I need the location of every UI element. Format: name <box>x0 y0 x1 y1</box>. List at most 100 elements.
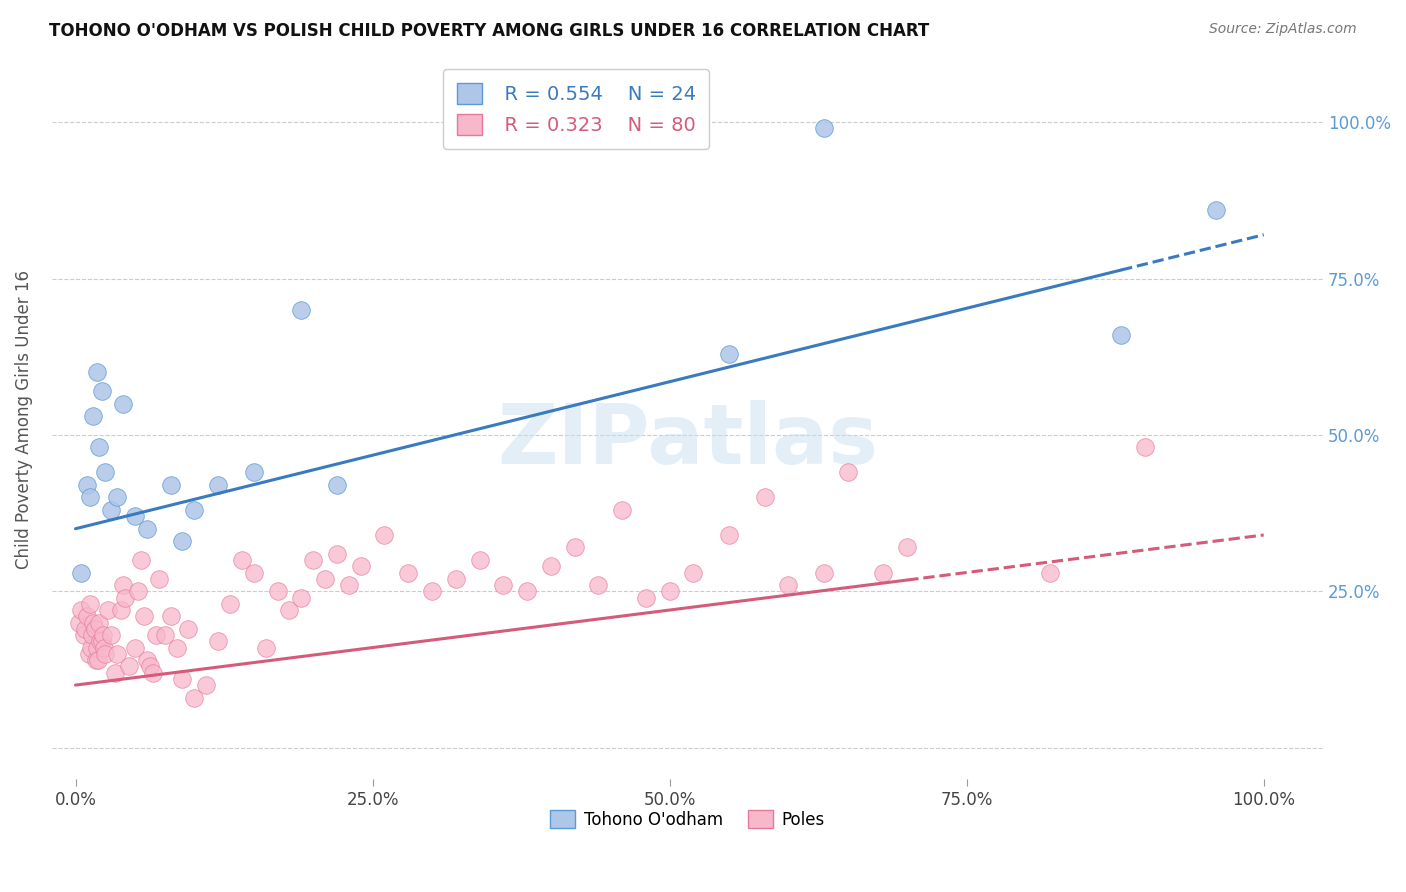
Point <box>254 640 277 655</box>
Point <box>84 653 107 667</box>
Point <box>172 672 194 686</box>
Point <box>718 528 741 542</box>
Point <box>588 578 610 592</box>
Point <box>124 509 146 524</box>
Text: TOHONO O'ODHAM VS POLISH CHILD POVERTY AMONG GIRLS UNDER 16 CORRELATION CHART: TOHONO O'ODHAM VS POLISH CHILD POVERTY A… <box>49 22 929 40</box>
Point <box>166 640 188 655</box>
Point <box>145 628 167 642</box>
Point <box>89 634 111 648</box>
Point <box>77 647 100 661</box>
Point <box>896 541 918 555</box>
Point <box>326 547 349 561</box>
Point <box>610 503 633 517</box>
Point <box>91 628 114 642</box>
Point <box>114 591 136 605</box>
Point <box>207 634 229 648</box>
Point <box>195 678 218 692</box>
Point <box>134 609 156 624</box>
Point <box>124 640 146 655</box>
Point <box>86 365 108 379</box>
Point <box>266 584 288 599</box>
Point <box>396 566 419 580</box>
Point <box>183 503 205 517</box>
Text: ZIPatlas: ZIPatlas <box>496 401 877 482</box>
Point <box>89 441 111 455</box>
Point <box>93 640 115 655</box>
Point <box>100 628 122 642</box>
Point <box>813 566 835 580</box>
Point <box>94 647 117 661</box>
Point <box>172 534 194 549</box>
Point <box>1205 202 1227 217</box>
Point <box>219 597 242 611</box>
Point <box>112 578 135 592</box>
Point <box>70 566 93 580</box>
Point <box>90 634 112 648</box>
Point <box>634 591 657 605</box>
Point <box>302 553 325 567</box>
Point <box>813 121 835 136</box>
Point <box>159 478 181 492</box>
Point <box>129 553 152 567</box>
Point <box>350 559 373 574</box>
Point <box>82 615 104 630</box>
Point <box>326 478 349 492</box>
Point <box>73 628 96 642</box>
Point <box>242 466 264 480</box>
Point <box>110 603 132 617</box>
Point <box>79 597 101 611</box>
Point <box>90 384 112 398</box>
Point <box>67 615 90 630</box>
Point <box>1133 441 1156 455</box>
Point <box>79 491 101 505</box>
Point <box>86 640 108 655</box>
Point <box>94 466 117 480</box>
Point <box>87 653 110 667</box>
Point <box>1039 566 1062 580</box>
Legend: Tohono O'odham, Poles: Tohono O'odham, Poles <box>544 804 831 835</box>
Point <box>70 603 93 617</box>
Point <box>540 559 562 574</box>
Point <box>89 615 111 630</box>
Point <box>242 566 264 580</box>
Point <box>278 603 301 617</box>
Point <box>135 522 157 536</box>
Point <box>83 622 105 636</box>
Point <box>718 346 741 360</box>
Point <box>658 584 681 599</box>
Point <box>80 640 103 655</box>
Point <box>100 503 122 517</box>
Point <box>373 528 395 542</box>
Point <box>444 572 467 586</box>
Point <box>420 584 443 599</box>
Point <box>105 647 128 661</box>
Point <box>468 553 491 567</box>
Point <box>135 653 157 667</box>
Point <box>105 491 128 505</box>
Point <box>231 553 253 567</box>
Point <box>73 622 96 636</box>
Point <box>153 628 176 642</box>
Point <box>142 665 165 680</box>
Point <box>290 591 312 605</box>
Point <box>778 578 800 592</box>
Point <box>127 584 149 599</box>
Point <box>492 578 515 592</box>
Point <box>337 578 360 592</box>
Point <box>159 609 181 624</box>
Point <box>837 466 859 480</box>
Point <box>207 478 229 492</box>
Point <box>516 584 538 599</box>
Point <box>564 541 586 555</box>
Point <box>754 491 776 505</box>
Point <box>112 396 135 410</box>
Point <box>872 566 894 580</box>
Point <box>82 409 104 424</box>
Point <box>177 622 200 636</box>
Point <box>148 572 170 586</box>
Point <box>82 628 104 642</box>
Point <box>76 478 98 492</box>
Point <box>97 603 120 617</box>
Point <box>1109 327 1132 342</box>
Point <box>682 566 704 580</box>
